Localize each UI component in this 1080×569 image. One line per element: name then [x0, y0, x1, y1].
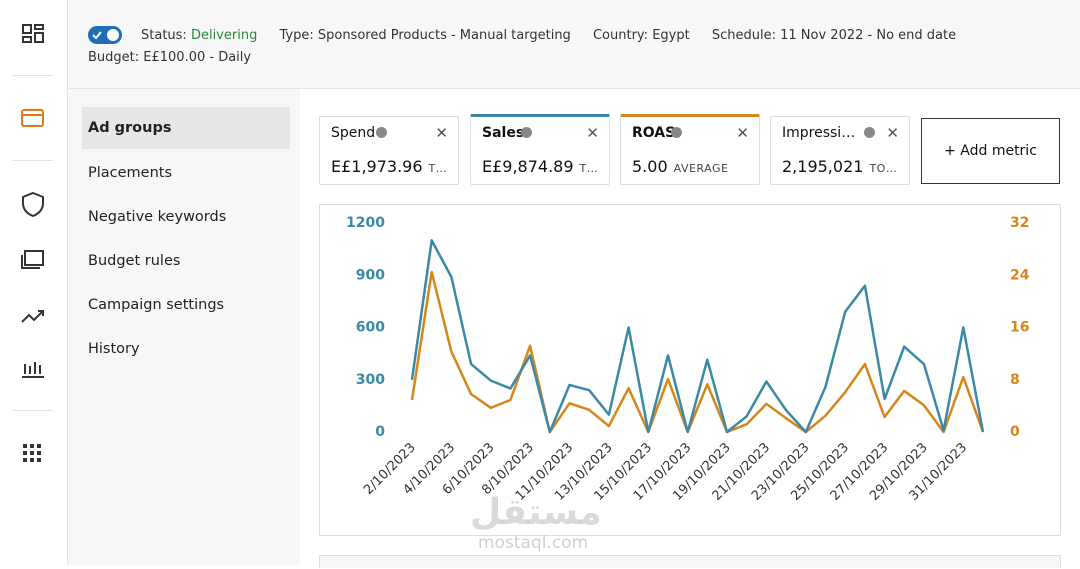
metric-card[interactable]: Spend ✕ E£1,973.96 T…	[319, 116, 459, 185]
country: Egypt	[652, 28, 690, 43]
budget: E£100.00 - Daily	[143, 50, 252, 65]
metric-value: 2,195,021 TO…	[782, 157, 897, 176]
metric-value-text: E£9,874.89	[482, 157, 574, 176]
campaign-header: Status: Delivering Type: Sponsored Produ…	[68, 0, 1080, 89]
nav-item[interactable]: Negative keywords	[88, 209, 227, 225]
info-icon	[671, 127, 682, 138]
chart-frame	[319, 204, 1061, 536]
next-panel	[319, 555, 1061, 568]
label: Type:	[279, 28, 314, 43]
nav-item[interactable]: Ad groups	[82, 107, 290, 149]
nav-item[interactable]: Placements	[88, 165, 173, 181]
metric-value: 5.00 AVERAGE	[632, 157, 728, 176]
info-icon	[376, 127, 387, 138]
sidebar-icons	[21, 24, 44, 462]
metric-name: Impressi…	[782, 125, 856, 141]
info-icon	[521, 127, 532, 138]
nav-item[interactable]: Budget rules	[88, 253, 181, 269]
add-metric[interactable]: + Add metric	[921, 118, 1060, 184]
y-tick-label: 0	[375, 424, 385, 440]
y-tick-label: 900	[356, 267, 385, 283]
y2-tick-label: 16	[1010, 320, 1029, 336]
metric-card[interactable]: Sales ✕ E£9,874.89 T…	[470, 114, 610, 185]
close-icon: ✕	[736, 124, 749, 142]
y-tick-label: 600	[356, 320, 385, 336]
y2-tick-label: 8	[1010, 372, 1020, 388]
status-line: Status: Delivering Type: Sponsored Produ…	[141, 28, 956, 43]
close-icon: ✕	[886, 124, 899, 142]
series-line	[410, 239, 985, 434]
series-line	[410, 270, 985, 434]
metric-value-text: 5.00	[632, 157, 668, 176]
nav-item[interactable]: History	[88, 341, 140, 357]
metric-value-text: 2,195,021	[782, 157, 864, 176]
watermark: مستقل	[470, 492, 602, 533]
close-icon: ✕	[435, 124, 448, 142]
icon-sidebar	[0, 0, 68, 565]
metric-note: TO…	[869, 162, 898, 175]
metric-card[interactable]: ROAS ✕ 5.00 AVERAGE	[620, 114, 760, 185]
toggle[interactable]	[88, 26, 122, 44]
side-nav: Ad groups Placements Negative keywords B…	[68, 89, 300, 565]
metric-note: AVERAGE	[673, 162, 729, 175]
budget-line: Budget: E£100.00 - Daily	[88, 50, 251, 65]
divider	[13, 410, 53, 411]
watermark: mostaql.com	[478, 533, 589, 553]
chart: 03006009001200081624322/10/20234/10/2023…	[346, 215, 1030, 504]
metric-value: E£9,874.89 T…	[482, 157, 598, 176]
y-tick-label: 300	[356, 372, 385, 388]
metric-name: Spend	[331, 125, 376, 141]
y-tick-label: 1200	[346, 215, 385, 231]
nav-item[interactable]: Campaign settings	[88, 297, 225, 313]
metric-note: T…	[428, 162, 448, 175]
label: Budget:	[88, 50, 140, 65]
metric-note: T…	[579, 162, 599, 175]
type: Sponsored Products - Manual targeting	[317, 28, 571, 43]
close-icon: ✕	[586, 124, 599, 142]
divider	[13, 160, 53, 161]
status: Delivering	[190, 28, 258, 43]
label: Schedule:	[711, 28, 776, 43]
label: Status:	[141, 28, 187, 43]
metric-value-text: E£1,973.96	[331, 157, 423, 176]
metric-card[interactable]: Impressi… ✕ 2,195,021 TO…	[770, 116, 910, 185]
y2-tick-label: 32	[1010, 215, 1029, 231]
y2-tick-label: 24	[1010, 267, 1030, 283]
y2-tick-label: 0	[1010, 424, 1020, 440]
divider	[13, 75, 53, 76]
metric-name: ROAS	[632, 125, 676, 141]
metric-name: Sales	[482, 125, 525, 141]
metric-value: E£1,973.96 T…	[331, 157, 447, 176]
label: Country:	[592, 28, 649, 43]
schedule: 11 Nov 2022 - No end date	[780, 28, 957, 43]
info-icon	[864, 127, 875, 138]
